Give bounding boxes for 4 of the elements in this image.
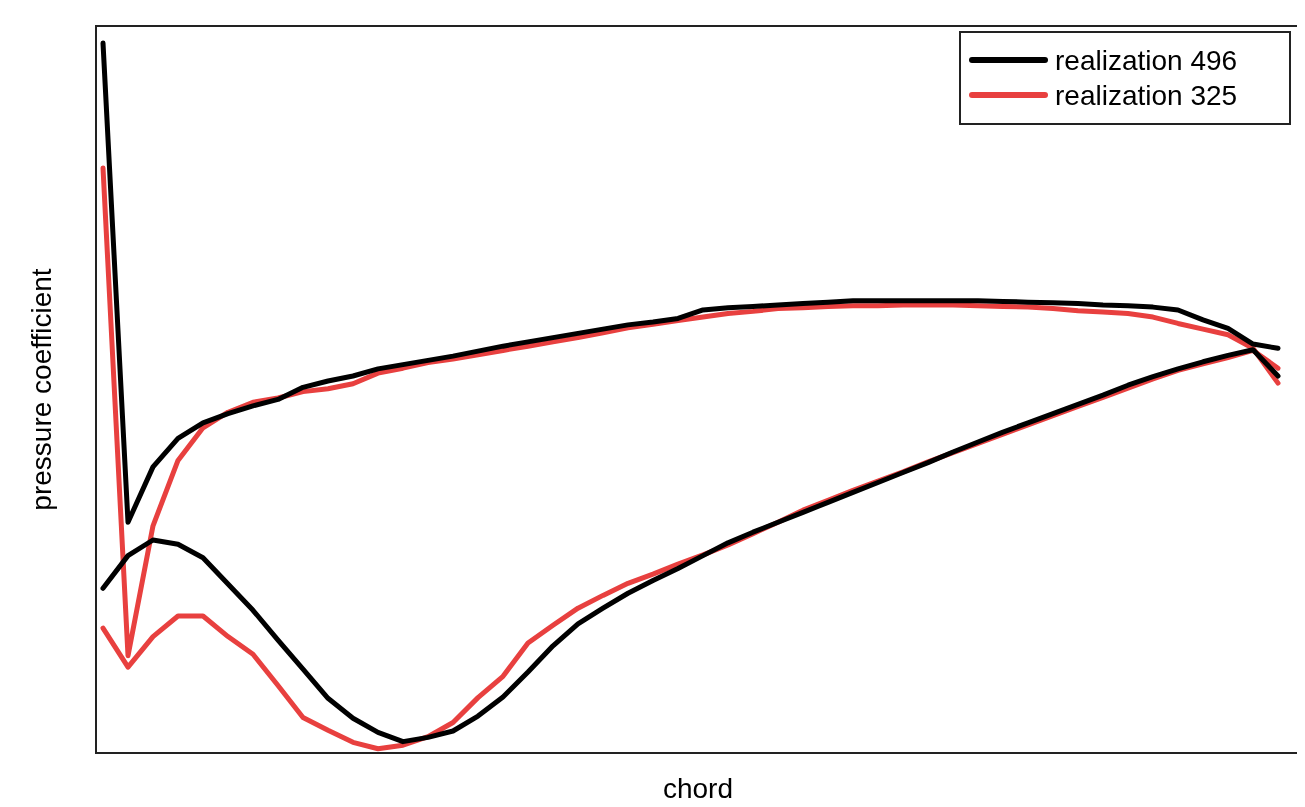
legend-label: realization 325 <box>1055 80 1238 111</box>
y-axis-title: pressure coefficient <box>26 268 57 511</box>
legend-label: realization 496 <box>1055 45 1238 76</box>
x-axis-title: chord <box>662 773 734 804</box>
